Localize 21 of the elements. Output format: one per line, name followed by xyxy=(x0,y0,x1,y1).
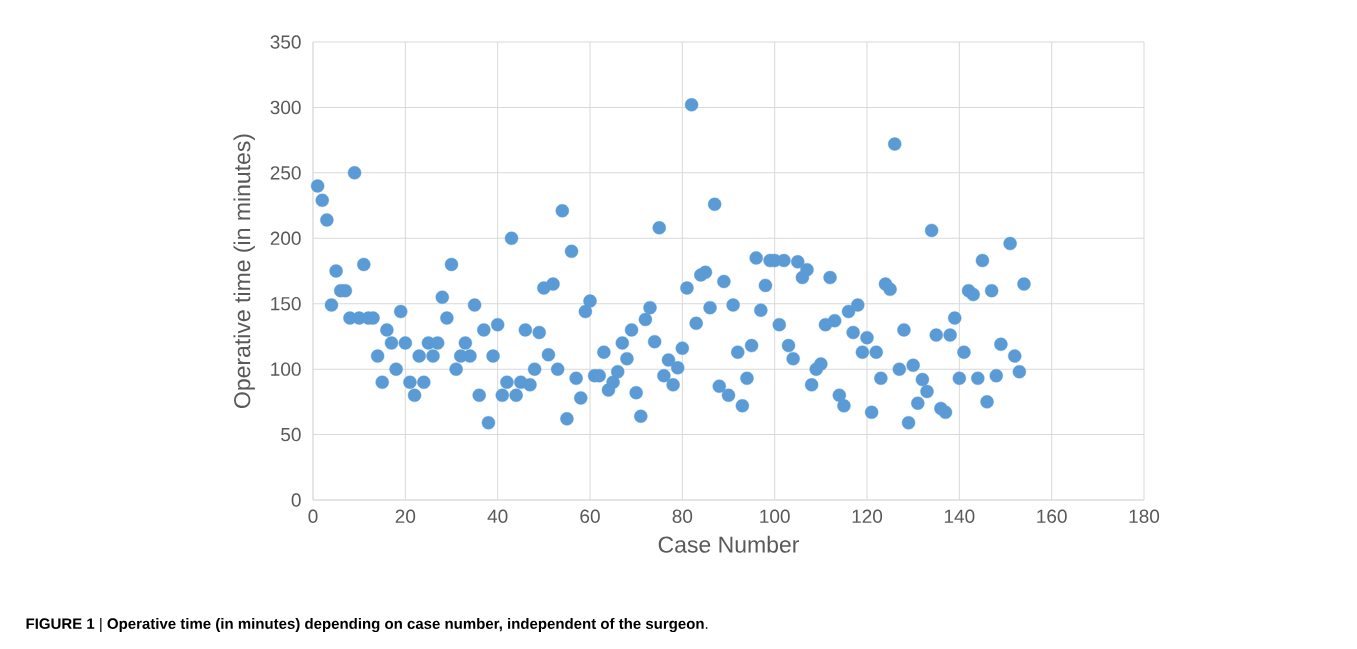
y-tick-label: 50 xyxy=(281,427,301,442)
x-tick-label: 120 xyxy=(852,509,883,523)
x-tick-label: 180 xyxy=(1129,509,1160,523)
text: FIGURE 1 | Operative time (in minutes) depending on case number, independent of the surgeon. xyxy=(26,617,708,633)
y-axis-title: Operative time (in minutes) xyxy=(233,134,255,408)
y-tick-label: 150 xyxy=(271,296,301,311)
y-tick-label: 250 xyxy=(270,166,301,180)
y-tick-label: 100 xyxy=(271,362,301,376)
x-tick-label: 60 xyxy=(580,509,600,523)
y-tick-label: 300 xyxy=(270,100,301,115)
x-tick-label: 80 xyxy=(672,509,693,523)
y-tick-label: 350 xyxy=(270,35,301,49)
y-tick-label: 0 xyxy=(291,493,301,507)
x-tick-label: 0 xyxy=(308,509,318,523)
y-tick-label: 200 xyxy=(270,231,301,246)
x-tick-label: 100 xyxy=(760,509,790,523)
x-tick-label: 140 xyxy=(944,509,975,523)
x-tick-label: 20 xyxy=(395,509,416,523)
x-axis-title: Case Number xyxy=(658,535,800,553)
x-tick-label: 40 xyxy=(487,509,508,523)
x-tick-label: 160 xyxy=(1037,509,1067,523)
